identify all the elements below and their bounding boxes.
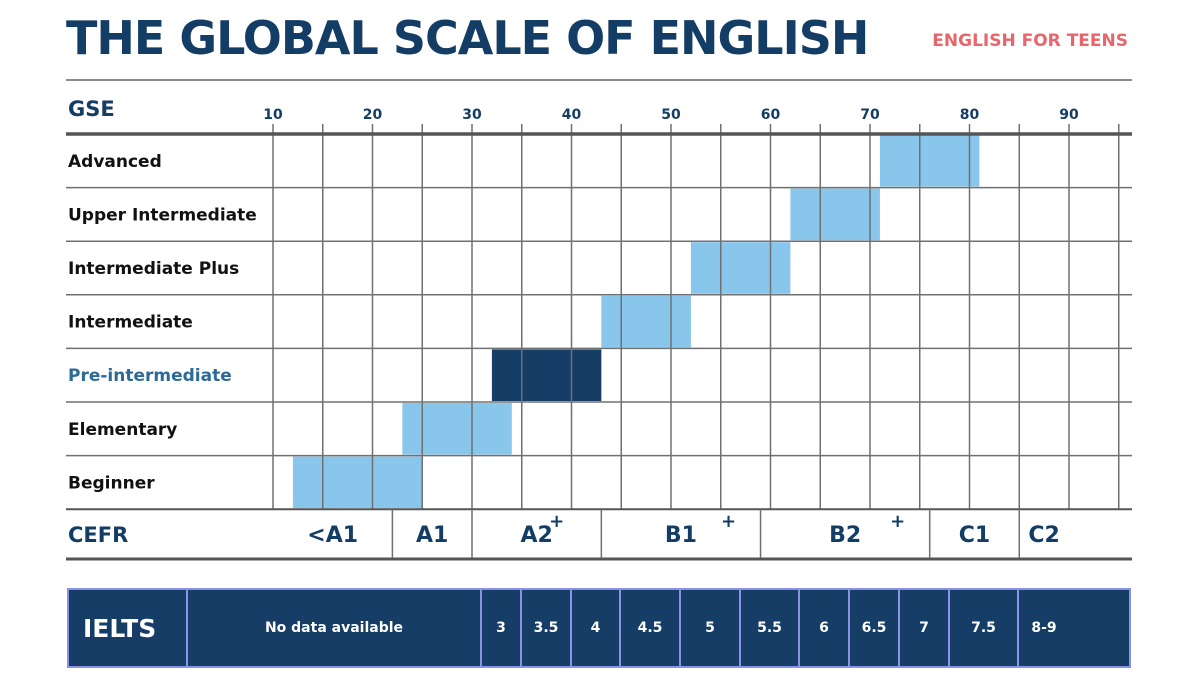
level-label: Pre-intermediate xyxy=(68,366,232,386)
ielts-band-cell: 7.5 xyxy=(950,590,1019,666)
ielts-band-cell: 7 xyxy=(900,590,950,666)
cefr-plus-label: + xyxy=(890,511,905,532)
gse-tick-label: 10 xyxy=(263,107,283,123)
ielts-band-cell: 5 xyxy=(681,590,741,666)
cefr-band-label: B2 xyxy=(829,523,861,548)
gse-tick-label: 60 xyxy=(761,107,781,123)
ielts-band-cell: 3.5 xyxy=(522,590,572,666)
ielts-band-cell: No data available xyxy=(188,590,482,666)
cefr-band-label: C1 xyxy=(959,523,990,548)
gse-tick-label: 40 xyxy=(562,107,582,123)
gse-tick-label: 30 xyxy=(462,107,482,123)
level-bar xyxy=(879,135,980,187)
level-bar xyxy=(402,403,512,455)
level-label: Advanced xyxy=(68,152,162,172)
ielts-row: IELTS No data available 3 3.5 4 4.5 5 5.5 6 6.5 7… xyxy=(67,588,1131,668)
cefr-plus-label: + xyxy=(549,511,564,532)
cefr-plus-label: + xyxy=(721,511,736,532)
level-bar xyxy=(790,188,880,241)
gse-tick-label: 20 xyxy=(363,107,383,123)
ielts-label: IELTS xyxy=(69,590,188,666)
ielts-band-cell: 4.5 xyxy=(621,590,681,666)
page-subtitle: ENGLISH FOR TEENS xyxy=(932,31,1128,51)
cefr-band-label: A2 xyxy=(521,523,553,548)
level-label: Upper Intermediate xyxy=(68,205,257,225)
gse-tick-label: 80 xyxy=(960,107,980,123)
ielts-band-cell: 6.5 xyxy=(850,590,900,666)
level-bar xyxy=(491,349,602,401)
cefr-band-label: B1 xyxy=(665,523,697,548)
ielts-band-cell: 6 xyxy=(800,590,850,666)
level-label: Elementary xyxy=(68,420,177,440)
cefr-band-label: C2 xyxy=(1028,523,1059,548)
gse-label: GSE xyxy=(68,97,115,121)
cefr-band-label: A1 xyxy=(416,523,448,548)
level-label: Intermediate Plus xyxy=(68,259,239,279)
level-label: Intermediate xyxy=(68,313,193,333)
level-bar xyxy=(292,456,423,509)
gse-tick-label: 70 xyxy=(860,107,880,123)
gse-tick-label: 50 xyxy=(661,107,681,123)
level-bar xyxy=(601,295,691,348)
level-bar xyxy=(690,242,791,294)
cefr-band-label: <A1 xyxy=(307,523,358,548)
ielts-band-cell: 3 xyxy=(482,590,522,666)
page-title: THE GLOBAL SCALE OF ENGLISH xyxy=(66,11,869,65)
ielts-band-cell: 5.5 xyxy=(741,590,800,666)
gse-chart: GSE 10 20 30 40 50 60 70 80 90 Advanced Upper Inter… xyxy=(66,79,1132,561)
level-label: Beginner xyxy=(68,473,155,493)
gse-tick-label: 90 xyxy=(1059,107,1079,123)
ielts-band-cell: 8-9 xyxy=(1031,620,1057,636)
cefr-label: CEFR xyxy=(68,523,128,547)
ielts-band-cell: 4 xyxy=(572,590,621,666)
